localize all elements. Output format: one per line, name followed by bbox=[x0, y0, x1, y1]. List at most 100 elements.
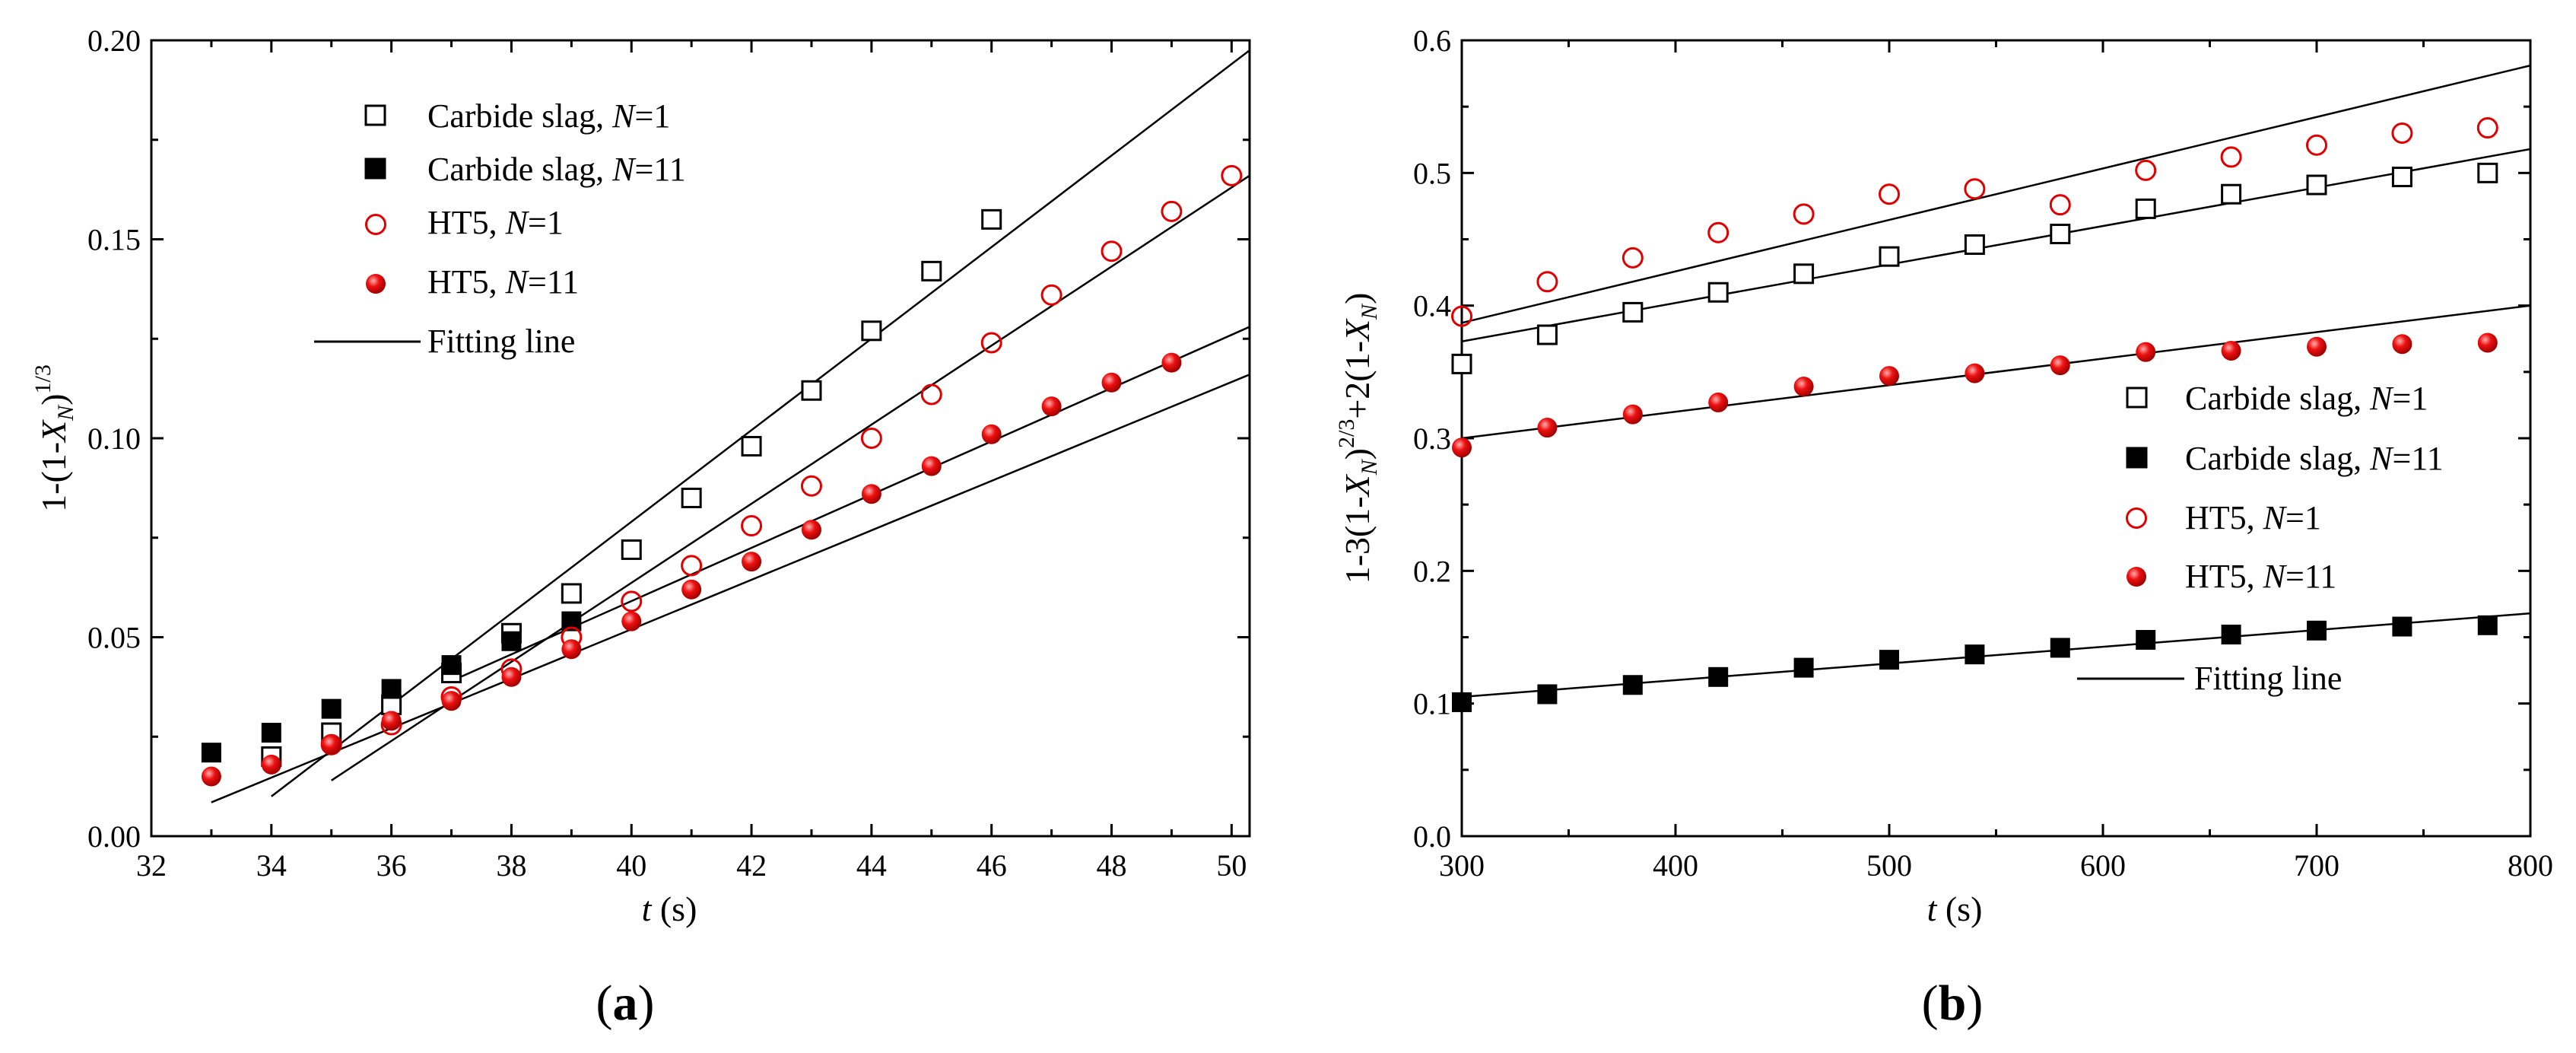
data-point bbox=[201, 743, 221, 763]
data-point bbox=[1964, 234, 1985, 255]
plot-frame-a bbox=[150, 39, 1251, 838]
data-point bbox=[2221, 183, 2242, 205]
data-point bbox=[1451, 353, 1472, 374]
svg-text:Carbide slag, N=11: Carbide slag, N=11 bbox=[2185, 440, 2444, 477]
x-ticks-b: 300 400 500 600 700 800 bbox=[1439, 40, 2553, 883]
data-point bbox=[1101, 372, 1122, 393]
data-point bbox=[1793, 657, 1814, 678]
y-axis-label-a: 1-(1-XN)1/3 bbox=[30, 364, 78, 512]
data-points-a bbox=[201, 164, 1243, 787]
data-point bbox=[801, 380, 822, 401]
data-point bbox=[2136, 629, 2156, 650]
legend-item: HT5, N=1 bbox=[365, 204, 564, 241]
legend-item: HT5, N=1 bbox=[2126, 499, 2321, 536]
data-point bbox=[621, 590, 643, 612]
data-point bbox=[2392, 334, 2412, 355]
svg-text:HT5, N=11: HT5, N=11 bbox=[2185, 558, 2336, 595]
y-tick-label: 0.15 bbox=[87, 223, 141, 257]
data-point bbox=[2136, 342, 2156, 362]
x-tick-label: 44 bbox=[856, 848, 887, 883]
open-square-marker bbox=[2126, 387, 2148, 409]
data-point bbox=[1622, 301, 1644, 323]
data-point bbox=[920, 383, 942, 406]
y-tick-label: 0.05 bbox=[87, 621, 141, 655]
data-point bbox=[921, 456, 942, 476]
x-ticks-a: 32 34 36 38 40 42 44 46 48 50 bbox=[136, 40, 1247, 883]
data-point bbox=[321, 734, 341, 755]
y-ticks-b: 0.0 0.1 0.2 0.3 0.4 0.5 0.6 bbox=[1413, 24, 2530, 854]
data-point bbox=[2221, 340, 2241, 361]
plot-frame-b bbox=[1460, 39, 2532, 838]
data-point bbox=[1708, 666, 1729, 687]
data-point bbox=[2391, 167, 2412, 188]
data-point bbox=[621, 611, 642, 631]
data-point bbox=[1622, 247, 1644, 269]
data-point bbox=[2476, 117, 2498, 139]
data-point bbox=[501, 666, 522, 687]
data-point bbox=[1793, 263, 1815, 285]
data-point bbox=[261, 754, 281, 775]
filled-square-marker bbox=[364, 157, 386, 180]
data-point bbox=[1879, 650, 1899, 670]
fit-line bbox=[331, 174, 1250, 781]
data-point bbox=[2392, 616, 2412, 637]
y-tick-label: 0.5 bbox=[1413, 156, 1451, 190]
y-ticks-a: 0.00 0.05 0.10 0.15 0.20 bbox=[87, 24, 1250, 854]
data-point bbox=[2221, 625, 2241, 645]
filled-circle-marker bbox=[366, 274, 386, 294]
data-point bbox=[1536, 324, 1558, 345]
svg-text:Fitting line: Fitting line bbox=[427, 323, 575, 360]
data-point bbox=[261, 723, 281, 743]
fit-line bbox=[1461, 304, 2531, 440]
svg-text:Carbide slag, N=1: Carbide slag, N=1 bbox=[427, 97, 670, 135]
data-point bbox=[1040, 284, 1062, 306]
fit-line bbox=[1461, 64, 2531, 324]
x-tick-label: 300 bbox=[1439, 848, 1485, 883]
data-point bbox=[1622, 404, 1643, 425]
data-point bbox=[201, 766, 221, 787]
filled-circle-marker bbox=[2127, 567, 2146, 587]
data-point bbox=[2306, 174, 2327, 196]
data-point bbox=[2307, 336, 2327, 357]
panel-label-b: (b) bbox=[1922, 975, 1984, 1031]
data-point bbox=[801, 520, 821, 540]
svg-text:Carbide slag, N=1: Carbide slag, N=1 bbox=[2185, 380, 2428, 417]
legend-item: Carbide slag, N=1 bbox=[2126, 380, 2428, 417]
data-point bbox=[1536, 271, 1558, 293]
data-point bbox=[2049, 194, 2071, 216]
data-point bbox=[2306, 134, 2327, 156]
legend-item: Carbide slag, N=11 bbox=[364, 151, 686, 188]
open-circle-marker bbox=[365, 214, 386, 235]
data-point bbox=[681, 487, 702, 508]
data-point bbox=[800, 475, 822, 497]
x-tick-label: 800 bbox=[2508, 848, 2553, 883]
x-tick-label: 40 bbox=[616, 848, 646, 883]
svg-text:HT5, N=1: HT5, N=1 bbox=[427, 204, 564, 241]
y-tick-label: 0.0 bbox=[1413, 819, 1451, 854]
fit-line bbox=[271, 49, 1250, 797]
y-tick-label: 0.6 bbox=[1413, 24, 1451, 58]
data-point bbox=[2050, 638, 2070, 658]
data-point bbox=[1707, 282, 1729, 303]
data-point bbox=[441, 655, 462, 676]
x-tick-label: 42 bbox=[736, 848, 767, 883]
data-point bbox=[2391, 122, 2413, 145]
data-point bbox=[1622, 675, 1643, 695]
data-point bbox=[561, 583, 582, 604]
data-point bbox=[1452, 692, 1472, 712]
y-axis-label-b: 1-3(1-XN)2/3+2(1-XN) bbox=[1334, 293, 1382, 584]
data-point bbox=[860, 428, 882, 449]
data-point bbox=[2135, 198, 2156, 219]
data-point bbox=[2050, 224, 2071, 245]
fit-line bbox=[1461, 612, 2531, 698]
data-point bbox=[441, 691, 462, 711]
x-tick-label: 34 bbox=[256, 848, 287, 883]
svg-text:HT5, N=1: HT5, N=1 bbox=[2185, 499, 2321, 536]
data-point bbox=[381, 711, 402, 731]
x-tick-label: 500 bbox=[1866, 848, 1912, 883]
data-point bbox=[1964, 178, 1986, 200]
data-point bbox=[681, 555, 703, 577]
x-tick-label: 50 bbox=[1216, 848, 1247, 883]
filled-square-marker bbox=[2126, 447, 2148, 469]
